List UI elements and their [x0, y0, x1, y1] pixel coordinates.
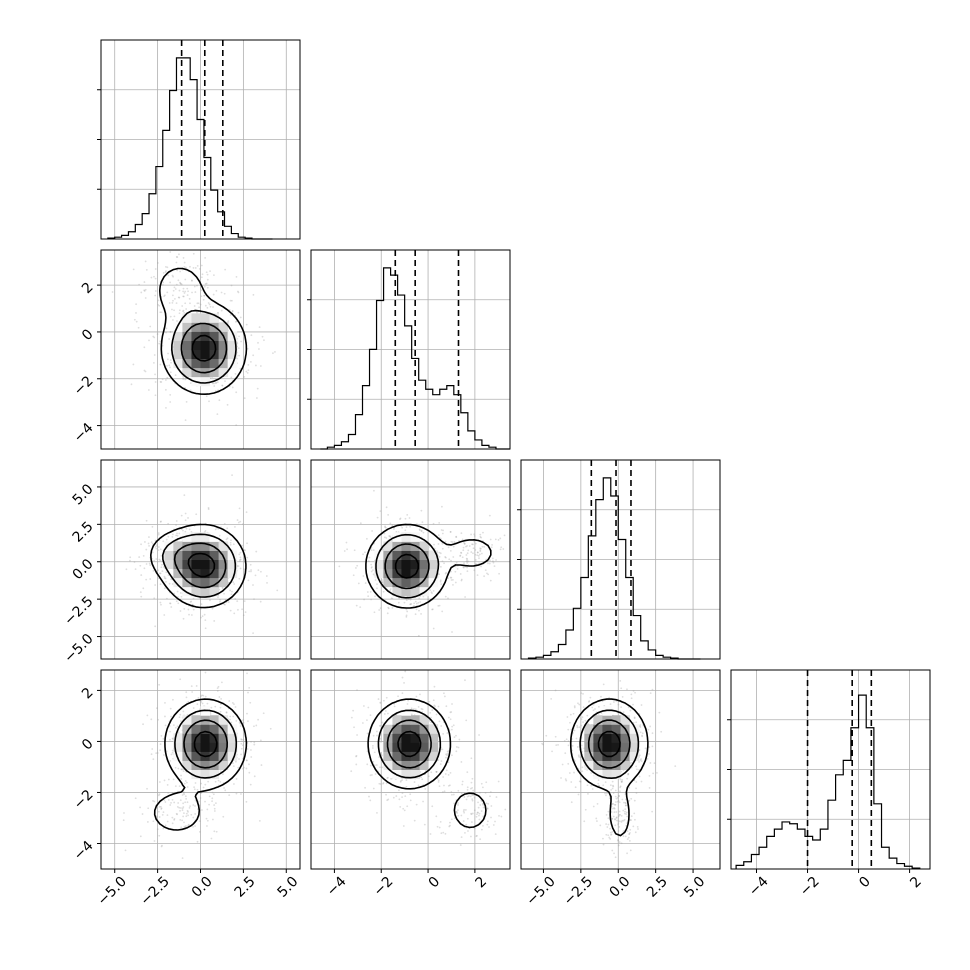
panel-2-frame — [310, 459, 511, 660]
hist-panel-3 — [727, 669, 931, 870]
panel-3-contour-2 — [183, 719, 228, 769]
panel-2-contour-0 — [365, 523, 492, 609]
hist-1-frame — [310, 249, 511, 450]
hist-2-step — [527, 477, 701, 660]
ytick-label-3-3: −4 — [71, 838, 97, 864]
panel-4-frame — [310, 669, 511, 870]
panel-2-0 — [100, 459, 301, 660]
panel-4-contour-0 — [367, 698, 487, 829]
panel-1-frame — [100, 459, 301, 660]
panel-1-contour-3 — [187, 552, 216, 578]
hist-1-step — [320, 267, 510, 450]
panel-0-contour-0 — [159, 267, 248, 395]
panel-3-0 — [100, 669, 301, 870]
panel-5-contour-0 — [569, 698, 649, 837]
ytick-label-1-3: −4 — [71, 420, 97, 446]
hist-panel-1 — [307, 249, 511, 450]
panel-5-contour-2 — [587, 719, 631, 769]
panel-1-contour-0 — [150, 523, 247, 609]
panel-2-contour-3 — [394, 553, 420, 579]
panel-0-contour-3 — [191, 334, 217, 362]
ytick-label-3-2: −2 — [71, 787, 97, 813]
xtick-label-0-1: −2.5 — [138, 874, 173, 909]
ytick-label-2-2: 0.0 — [70, 556, 97, 583]
panel-3-contour-1 — [174, 709, 238, 779]
panel-4-contour-3 — [397, 730, 422, 758]
hist-3-frame — [730, 669, 931, 870]
ytick-label-1-2: −2 — [71, 373, 97, 399]
xtick-label-1-3: 2 — [473, 874, 491, 892]
ytick-label-3-1: 0 — [79, 736, 97, 754]
panel-5-contour-1 — [579, 709, 640, 779]
hist-panel-0 — [97, 39, 301, 240]
ytick-label-3-0: 2 — [79, 685, 97, 703]
panel-0-frame — [100, 249, 301, 450]
hist-0-step — [107, 57, 273, 240]
hist-0-frame — [100, 39, 301, 240]
xtick-label-2-4: 5.0 — [681, 874, 708, 901]
hist-panel-2 — [517, 459, 721, 660]
ytick-label-1-0: 2 — [79, 279, 97, 297]
xtick-label-0-0: −5.0 — [95, 874, 130, 909]
panel-4-contour-2 — [386, 719, 432, 769]
xtick-label-3-1: −2 — [797, 874, 823, 900]
panel-3-2 — [520, 669, 721, 870]
panel-2-contour-2 — [384, 543, 430, 590]
xtick-label-0-3: 2.5 — [232, 874, 259, 901]
xtick-label-2-3: 2.5 — [644, 874, 671, 901]
panel-0-contour-2 — [180, 322, 228, 374]
ytick-label-2-3: −2.5 — [61, 593, 96, 628]
xtick-label-1-0: −4 — [324, 874, 350, 900]
panel-1-contour-1 — [162, 533, 237, 598]
xtick-label-2-0: −5.0 — [523, 874, 558, 909]
ytick-label-2-4: −5.0 — [61, 631, 96, 666]
ytick-label-2-0: 5.0 — [70, 481, 97, 508]
xtick-label-3-3: 2 — [907, 874, 925, 892]
ytick-label-1-1: 0 — [79, 326, 97, 344]
xtick-label-3-2: 0 — [856, 874, 874, 892]
xtick-label-2-2: 0.0 — [606, 874, 633, 901]
panel-3-contour-0 — [153, 698, 248, 831]
panel-2-contour-1 — [375, 533, 440, 599]
panel-5-contour-3 — [597, 730, 621, 758]
xtick-label-1-1: −2 — [371, 874, 397, 900]
xtick-label-0-4: 5.0 — [274, 874, 301, 901]
panel-0-contour-1 — [171, 309, 237, 384]
panel-2-1 — [310, 459, 511, 660]
xtick-label-1-2: 0 — [426, 874, 444, 892]
xtick-label-2-1: −2.5 — [561, 874, 596, 909]
xtick-label-0-2: 0.0 — [189, 874, 216, 901]
xtick-label-3-0: −4 — [746, 874, 772, 900]
panel-1-0 — [100, 249, 301, 450]
ytick-label-2-1: 2.5 — [70, 519, 97, 546]
hist-2-frame — [520, 459, 721, 660]
hist-3-step — [735, 694, 921, 869]
panel-3-1 — [310, 669, 511, 870]
panel-1-contour-2 — [173, 542, 227, 589]
panel-4-contour-1 — [377, 709, 442, 779]
panel-3-contour-3 — [193, 730, 218, 758]
panel-5-frame — [520, 669, 721, 870]
